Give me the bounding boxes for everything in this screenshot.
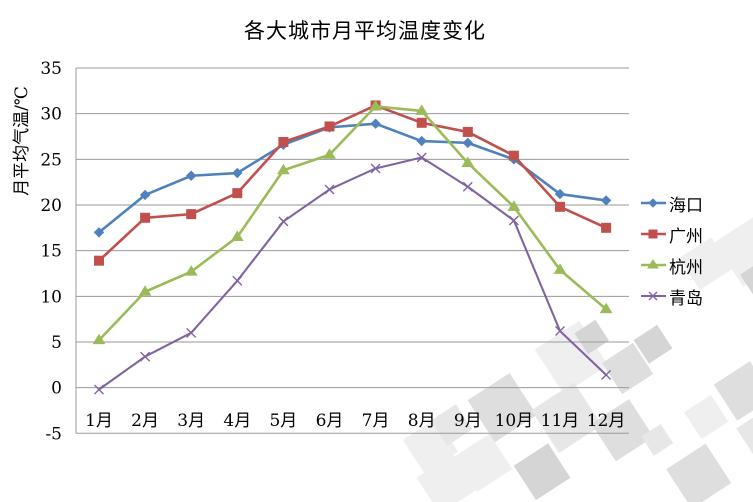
legend-label-haikou: 海口 bbox=[669, 195, 703, 216]
data-point-marker bbox=[601, 369, 612, 380]
data-point-marker bbox=[416, 152, 427, 163]
y-axis-tick-label: 5 bbox=[51, 333, 62, 353]
legend: 海口 广州 杭州 青岛 bbox=[640, 192, 703, 316]
data-point-marker bbox=[232, 167, 243, 179]
series-qingdao bbox=[94, 152, 612, 395]
legend-item-qingdao: 青岛 bbox=[640, 285, 703, 309]
x-axis-tick-label: 12月 bbox=[587, 411, 626, 431]
data-point-marker bbox=[600, 195, 612, 206]
data-point-marker bbox=[138, 285, 152, 296]
x-axis-tick-label: 3月 bbox=[177, 411, 205, 431]
x-axis-tick-label: 8月 bbox=[408, 411, 436, 431]
y-axis-tick-label: 15 bbox=[40, 242, 62, 262]
data-point-marker bbox=[140, 351, 151, 362]
data-point-marker bbox=[324, 184, 335, 195]
data-point-marker bbox=[555, 326, 565, 337]
x-axis-tick-label: 2月 bbox=[131, 411, 159, 431]
data-point-marker bbox=[415, 104, 429, 115]
data-point-marker bbox=[554, 188, 566, 200]
series-line-hangzhou bbox=[97, 105, 608, 342]
data-point-marker bbox=[94, 255, 104, 266]
x-axis-tick-label: 5月 bbox=[269, 411, 297, 431]
data-point-marker bbox=[601, 222, 612, 233]
data-point-marker bbox=[648, 291, 658, 301]
series-guangzhou bbox=[94, 100, 612, 266]
data-point-marker bbox=[324, 121, 335, 132]
y-axis-tick-label: -5 bbox=[45, 424, 62, 444]
data-point-marker bbox=[462, 137, 474, 149]
legend-label-guangzhou: 广州 bbox=[669, 226, 703, 247]
qingdao-line-marker-icon bbox=[641, 291, 666, 301]
data-point-marker bbox=[508, 215, 519, 226]
data-point-marker bbox=[278, 136, 289, 147]
data-point-marker bbox=[507, 200, 521, 211]
data-point-marker bbox=[370, 118, 381, 129]
x-axis-tick-label: 6月 bbox=[316, 411, 344, 431]
data-point-marker bbox=[462, 181, 473, 192]
y-axis-tick-label: 20 bbox=[40, 196, 62, 216]
data-point-marker bbox=[93, 227, 105, 238]
hangzhou-line-marker-icon bbox=[641, 259, 666, 269]
y-axis-tick-label: 25 bbox=[40, 150, 62, 170]
x-axis-tick-label: 1月 bbox=[85, 411, 113, 431]
data-point-marker bbox=[461, 156, 475, 167]
data-point-marker bbox=[648, 198, 658, 208]
legend-label-hangzhou: 杭州 bbox=[669, 257, 703, 278]
legend-item-guangzhou: 广州 bbox=[640, 223, 703, 247]
x-axis-tick-label: 4月 bbox=[223, 411, 251, 431]
data-point-marker bbox=[139, 189, 151, 201]
data-point-marker bbox=[555, 201, 565, 212]
data-point-marker bbox=[184, 265, 198, 276]
x-axis-tick-label: 11月 bbox=[541, 411, 580, 431]
series-line-qingdao bbox=[97, 156, 608, 391]
data-point-marker bbox=[278, 216, 289, 227]
x-axis-tick-label: 7月 bbox=[362, 411, 390, 431]
y-axis-title: 月平均气温/℃ bbox=[12, 86, 32, 196]
series-hangzhou bbox=[92, 99, 613, 345]
chart-title: 各大城市月平均温度变化 bbox=[244, 19, 486, 43]
data-point-marker bbox=[508, 150, 519, 161]
y-axis-tick-label: 30 bbox=[40, 105, 62, 125]
data-point-marker bbox=[416, 135, 427, 147]
legend-item-hangzhou: 杭州 bbox=[640, 254, 703, 278]
data-point-marker bbox=[648, 229, 658, 239]
data-point-marker bbox=[230, 230, 244, 241]
series-line-guangzhou bbox=[97, 104, 608, 262]
data-point-marker bbox=[185, 170, 197, 181]
data-point-marker bbox=[232, 275, 243, 286]
x-axis-tick-label: 10月 bbox=[495, 411, 534, 431]
y-axis-tick-label: 35 bbox=[40, 59, 62, 79]
data-point-marker bbox=[647, 259, 659, 269]
data-point-marker bbox=[277, 163, 290, 175]
data-point-marker bbox=[599, 302, 613, 314]
haikou-line-marker-icon bbox=[641, 198, 666, 208]
data-point-marker bbox=[140, 212, 151, 223]
y-axis-tick-label: 10 bbox=[40, 287, 62, 307]
data-point-marker bbox=[416, 117, 427, 128]
data-point-marker bbox=[94, 384, 104, 395]
y-axis-tick-label: 0 bbox=[51, 379, 62, 399]
data-point-marker bbox=[553, 263, 567, 274]
data-point-marker bbox=[323, 148, 336, 159]
data-point-marker bbox=[462, 126, 473, 137]
data-point-marker bbox=[369, 99, 382, 111]
legend-label-qingdao: 青岛 bbox=[669, 288, 703, 309]
data-point-marker bbox=[232, 188, 243, 199]
data-point-marker bbox=[370, 163, 381, 174]
x-axis-tick-label: 9月 bbox=[454, 411, 482, 431]
data-point-marker bbox=[92, 333, 106, 345]
guangzhou-line-marker-icon bbox=[641, 229, 666, 239]
data-point-marker bbox=[186, 327, 197, 338]
legend-item-haikou: 海口 bbox=[640, 192, 703, 216]
data-point-marker bbox=[186, 209, 197, 220]
